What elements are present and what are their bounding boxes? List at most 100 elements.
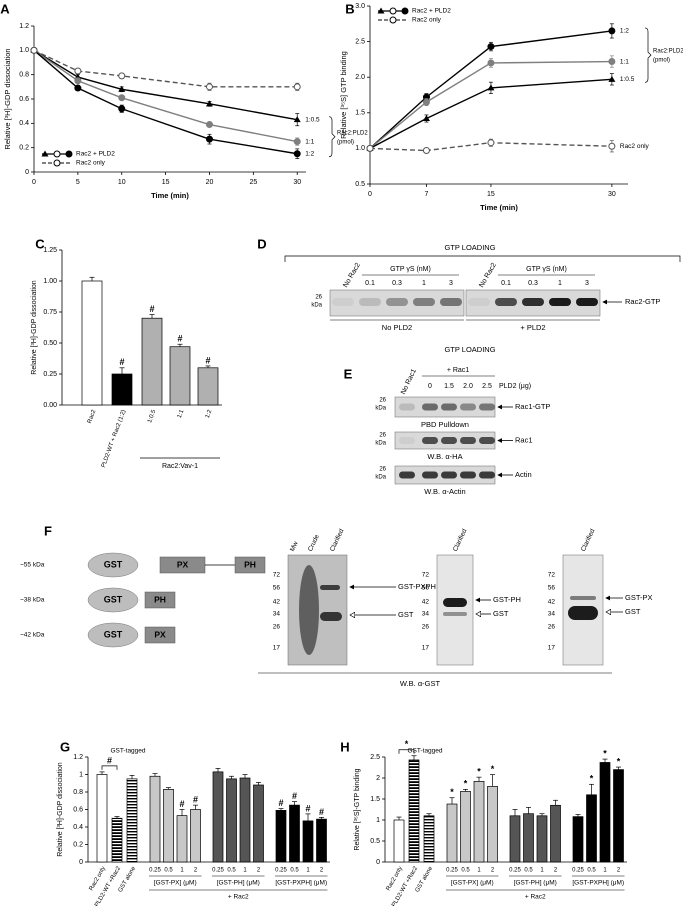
panel-letter: H (340, 739, 349, 754)
y-tick-label: 0 (25, 169, 29, 176)
x-tick-label: 1:1 (177, 409, 186, 420)
data-point (608, 27, 616, 35)
data-line (369, 142, 612, 152)
lane-label: No Rac1 (400, 368, 418, 396)
y-tick-label: 1.0 (19, 47, 29, 54)
mw-marker: 56 (548, 585, 556, 592)
blot-band (399, 403, 415, 411)
panel-letter: C (35, 236, 45, 251)
x-tick-label: 2 (320, 868, 324, 874)
y-tick-label: 0.2 (73, 841, 83, 848)
lane-label: 2.5 (482, 383, 492, 390)
group-label: [GST-PXPH] (μM) (572, 880, 624, 887)
mw-marker: 56 (273, 585, 281, 592)
mw-marker: 17 (422, 645, 430, 652)
blot-band (549, 298, 571, 306)
data-point (205, 83, 213, 91)
y-tick-label: 1 (376, 817, 380, 824)
series-label: 1:1 (305, 138, 314, 145)
bar (572, 816, 584, 863)
condition-label: + PLD2 (520, 323, 545, 332)
blot-band (441, 437, 457, 444)
significance-mark: # (305, 803, 310, 813)
mw-marker: kDa (311, 303, 322, 309)
y-tick-label: 1.5 (355, 110, 365, 117)
series-label: 1:1 (620, 58, 629, 65)
mw-marker: 26 (379, 398, 386, 404)
x-tick-label: 2 (491, 868, 495, 874)
mw-marker: 72 (273, 572, 281, 579)
y-tick-label: 2.5 (370, 754, 380, 761)
blot-band (468, 298, 490, 306)
lane-label: No Rac2 (478, 262, 498, 289)
blot-band (568, 606, 598, 620)
x-tick-label: 0 (368, 191, 372, 198)
blot-band (522, 298, 544, 306)
band-label: GST (398, 610, 414, 619)
x-tick-label: 7 (424, 191, 428, 198)
y-tick-label: 0.5 (355, 181, 365, 188)
legend-marker (41, 150, 49, 157)
significance-mark: * (603, 748, 607, 758)
lane-label: 0.1 (365, 280, 375, 287)
data-point (118, 105, 126, 113)
mw-marker: 26 (548, 624, 556, 631)
bar (226, 778, 237, 863)
bracket-label: (pmol) (337, 139, 354, 145)
domain-box (144, 591, 176, 609)
x-tick-label: 1 (477, 868, 481, 874)
y-tick-label: 1.2 (19, 23, 29, 30)
bar (111, 373, 133, 406)
y-tick-label: 0.2 (19, 145, 29, 152)
data-point (487, 139, 495, 147)
blot-band (320, 612, 342, 621)
bar (302, 820, 314, 863)
mw-marker: 26 (379, 433, 386, 439)
y-tick-label: 2 (376, 775, 380, 782)
x-tick-label: 0.25 (275, 868, 287, 874)
y-tick-label: 0.5 (370, 838, 380, 845)
bar (239, 777, 251, 863)
significance-mark: * (477, 767, 481, 777)
mw-marker: 34 (548, 611, 556, 618)
significance-mark: # (107, 755, 112, 765)
blot-band (399, 471, 415, 479)
legend-marker (53, 150, 61, 158)
x-tick-label: 10 (118, 179, 126, 186)
x-tick-label: 15 (487, 191, 495, 198)
significance-mark: # (205, 355, 210, 365)
bar (613, 769, 624, 863)
domain-label: PH (244, 559, 256, 569)
x-tick-label: 0.25 (446, 868, 458, 874)
y-tick-label: 0.75 (43, 309, 57, 316)
data-point (205, 121, 213, 129)
significance-mark: # (149, 304, 154, 314)
blot-band (422, 437, 438, 444)
legend-label: Rac2 only (412, 17, 442, 24)
series-label: 1:2 (305, 150, 314, 157)
x-tick-label: 20 (206, 179, 214, 186)
bar (523, 813, 534, 863)
bar (126, 778, 138, 863)
mw-marker: 17 (548, 645, 556, 652)
band-label: GST-PX (625, 593, 653, 602)
bar (473, 781, 485, 863)
legend-marker (65, 150, 73, 158)
mw-marker: 26 (273, 624, 281, 631)
group-label: [GST-PH] (μM) (217, 880, 260, 887)
bar (460, 791, 471, 863)
bar (275, 810, 287, 863)
domain-gst (87, 552, 139, 578)
blot-band (479, 471, 495, 479)
group-label: + Rac2 (228, 894, 249, 901)
mw-marker: 26 (379, 467, 386, 473)
data-point (118, 85, 126, 92)
x-tick-label: 30 (608, 191, 616, 198)
caption: W.B. α-HA (427, 452, 462, 461)
mw-marker: 26 (315, 295, 322, 301)
bar (163, 789, 174, 863)
band-label: Rac1 (515, 435, 533, 444)
mw-marker: 42 (422, 599, 430, 606)
x-axis-label: Time (min) (151, 191, 189, 200)
x-tick-label: 30 (293, 179, 301, 186)
